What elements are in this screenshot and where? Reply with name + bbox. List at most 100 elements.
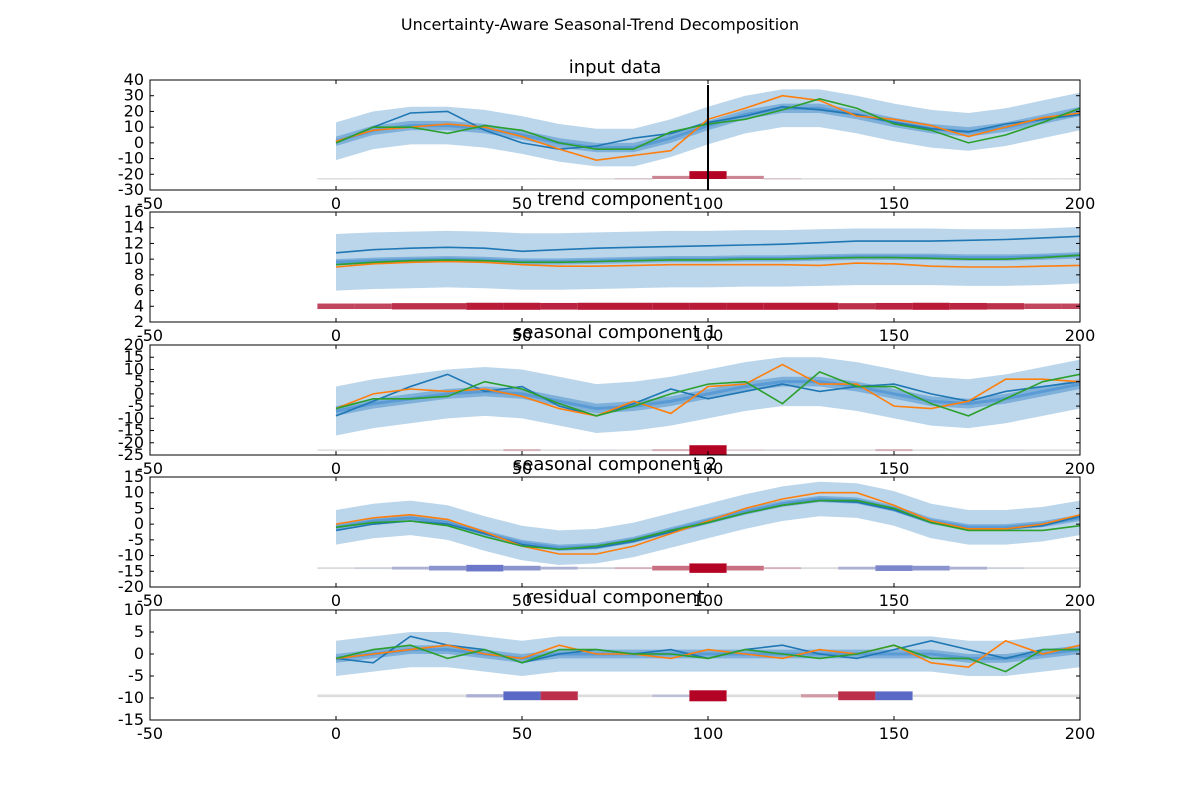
y-tick-label: 5: [134, 498, 144, 517]
y-tick-label: 5: [134, 372, 144, 391]
heat-cell: [317, 694, 355, 698]
x-tick-label: 0: [331, 326, 341, 345]
series-line-3: [335, 370, 1080, 417]
heat-cell: [838, 178, 876, 180]
heat-cell: [615, 178, 653, 180]
series-line-3: [335, 254, 1080, 266]
heat-cell: [987, 178, 1025, 180]
heat-cell: [1024, 567, 1062, 570]
y-tick-label: 0: [134, 514, 144, 533]
heat-cell: [1061, 694, 1080, 698]
x-tick-label: 50: [512, 724, 532, 743]
x-tick-label: 0: [331, 459, 341, 478]
y-tick-label: 8: [134, 265, 144, 284]
x-tick-label: 50: [512, 326, 532, 345]
heat-cell: [391, 566, 429, 570]
x-tick-label: -50: [137, 724, 163, 743]
heat-cell: [503, 178, 541, 180]
heat-cell: [391, 449, 429, 451]
heat-cell: [503, 302, 541, 310]
plot-area: [317, 357, 1080, 455]
x-tick-label: 100: [693, 326, 724, 345]
y-tick-label: 15: [124, 467, 144, 486]
heat-cell: [615, 302, 653, 310]
heat-cell: [615, 567, 653, 570]
axes-frame: [149, 344, 1081, 456]
y-tick-label: -10: [118, 546, 144, 565]
x-tick-label: 150: [879, 591, 910, 610]
heat-cell: [949, 449, 987, 451]
heat-cell: [429, 178, 467, 180]
heat-cell: [912, 449, 950, 451]
plot-area: [317, 632, 1080, 702]
heat-cell: [1061, 178, 1080, 180]
x-tick-label: 200: [1065, 194, 1096, 213]
heat-cell: [689, 445, 727, 455]
heat-cell: [949, 178, 987, 180]
x-tick-label: 50: [512, 591, 532, 610]
y-tick-label: 20: [124, 101, 144, 120]
y-tick-label: 10: [124, 117, 144, 136]
heat-cell: [763, 302, 801, 310]
y-tick-label: 0: [134, 644, 144, 663]
y-tick-label: 16: [124, 202, 144, 221]
heat-cell: [987, 449, 1025, 451]
heat-cell: [949, 694, 987, 698]
plot-area: [317, 226, 1080, 310]
y-tick-label: 4: [134, 296, 144, 315]
panel-4: -50 0 50 100 150 200-20-15-10-5051015seasonal…: [118, 454, 1095, 610]
heat-cell: [763, 694, 801, 698]
heat-cell: [838, 566, 876, 570]
heat-cell: [912, 694, 950, 698]
heat-cell: [763, 449, 801, 451]
y-tick-label: 20: [124, 335, 144, 354]
x-tick-label: 0: [331, 194, 341, 213]
heat-cell: [577, 449, 615, 451]
series-line-2: [335, 260, 1080, 268]
heat-cell: [503, 449, 541, 452]
heat-cell: [429, 565, 467, 571]
heat-cell: [652, 449, 690, 452]
heat-cell: [1061, 303, 1080, 310]
y-tick-label: -20: [118, 164, 144, 183]
heat-cell: [354, 449, 392, 451]
y-tick-label: -10: [118, 688, 144, 707]
heat-cell: [1024, 449, 1062, 451]
x-tick-label: 50: [512, 194, 532, 213]
y-tick-label: -20: [118, 433, 144, 452]
heat-cell: [1024, 303, 1062, 310]
x-tick-label: 150: [879, 724, 910, 743]
heat-cell: [540, 178, 578, 180]
axes-frame: [149, 79, 1081, 191]
heat-cell: [317, 303, 355, 310]
panel-title: seasonal component 1: [513, 322, 717, 343]
y-tick-label: 12: [124, 233, 144, 252]
x-tick-label: -50: [137, 591, 163, 610]
heat-cell: [540, 691, 578, 701]
series-line-2: [335, 491, 1080, 555]
y-tick-label: 10: [124, 600, 144, 619]
heat-cell: [689, 563, 727, 573]
heat-cell: [726, 175, 764, 179]
axes-frame: [149, 609, 1081, 721]
heat-cell: [912, 302, 950, 310]
heat-cell: [391, 303, 429, 310]
x-tick-label: 0: [331, 724, 341, 743]
heat-cell: [949, 302, 987, 310]
heat-cell: [317, 449, 355, 451]
panel-title: residual component: [526, 587, 705, 608]
heat-cell: [354, 567, 392, 570]
heat-cell: [801, 694, 839, 698]
heat-cell: [801, 567, 839, 570]
y-tick-label: -30: [118, 180, 144, 199]
series-line-1: [335, 235, 1080, 254]
heat-cell: [763, 567, 801, 570]
panel-3: -50 0 50 100 150 200-25-20-15-10-505101520sea…: [118, 322, 1095, 478]
heat-cell: [838, 449, 876, 451]
y-tick-label: -15: [118, 561, 144, 580]
heat-cell: [801, 178, 839, 180]
x-tick-label: -50: [137, 326, 163, 345]
series-line-1: [335, 373, 1080, 417]
